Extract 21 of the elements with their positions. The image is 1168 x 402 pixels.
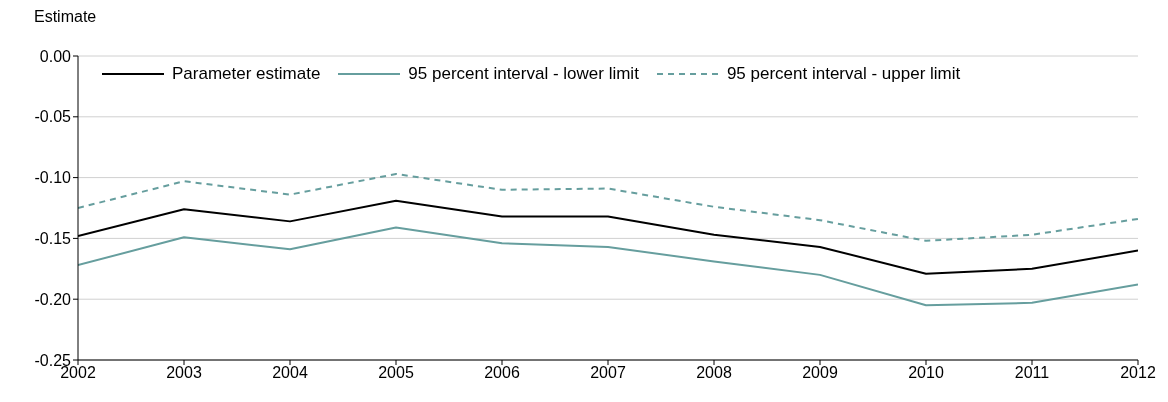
x-tick-label: 2008 xyxy=(696,364,732,382)
x-tick-label: 2007 xyxy=(590,364,626,382)
x-tick-label: 2012 xyxy=(1120,364,1156,382)
x-tick-label: 2006 xyxy=(484,364,520,382)
y-tick-label: -0.05 xyxy=(34,108,72,126)
y-axis-title: Estimate xyxy=(34,8,97,26)
x-tick-label: 2003 xyxy=(166,364,202,382)
x-tick-label: 2009 xyxy=(802,364,838,382)
y-tick-label: -0.20 xyxy=(34,290,72,308)
x-tick-label: 2005 xyxy=(378,364,414,382)
legend-label: Parameter estimate xyxy=(171,64,321,84)
y-tick-label: 0.00 xyxy=(39,47,72,65)
line-series xyxy=(78,172,1138,242)
x-tick-label: 2004 xyxy=(272,364,308,382)
line-series xyxy=(78,226,1138,307)
y-tick-label: -0.15 xyxy=(34,230,72,248)
x-tick-label: 2010 xyxy=(908,364,944,382)
x-tick-label: 2011 xyxy=(1014,364,1050,382)
y-tick-label: -0.10 xyxy=(34,169,72,187)
legend-label: 95 percent interval - lower limit xyxy=(407,64,639,84)
legend-label: 95 percent interval - upper limit xyxy=(725,64,961,84)
